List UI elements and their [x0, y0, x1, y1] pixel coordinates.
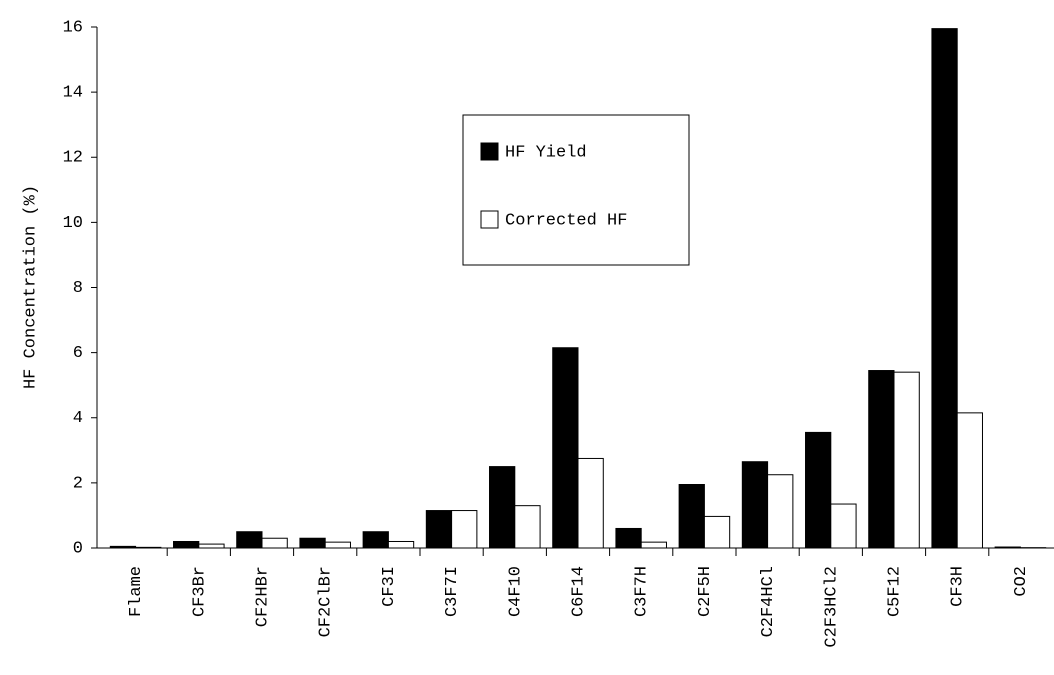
x-tick-label: CF2HBr	[253, 566, 272, 627]
x-tick-label: CF3I	[380, 566, 399, 607]
y-tick-label: 12	[63, 149, 83, 168]
bar	[109, 545, 137, 549]
legend-box	[462, 114, 690, 266]
x-tick-label: C2F3HCl2	[822, 566, 841, 648]
x-tick-label: C2F5H	[696, 566, 715, 617]
legend-label: HF Yield	[505, 143, 587, 162]
bar	[868, 370, 895, 549]
x-tick-label: CF3Br	[190, 566, 209, 617]
x-tick-label: Flame	[127, 566, 146, 617]
bar	[324, 541, 351, 549]
y-tick-label: 10	[63, 214, 83, 233]
bar	[135, 546, 162, 549]
bar	[173, 540, 200, 549]
y-axis-label: HF Concentration (%)	[21, 185, 40, 389]
x-tick-label: C3F7I	[443, 566, 462, 617]
bar	[451, 510, 478, 549]
bar	[261, 537, 288, 549]
bar	[514, 505, 541, 549]
bar	[956, 412, 983, 549]
legend-label: Corrected HF	[505, 211, 627, 230]
bar	[741, 461, 769, 549]
y-tick-label: 14	[63, 84, 83, 103]
y-tick-label: 4	[73, 409, 83, 428]
bar	[893, 371, 920, 549]
x-tick-label: CF3H	[949, 566, 968, 607]
bar	[640, 541, 667, 549]
bar	[994, 546, 1021, 549]
bar	[489, 466, 516, 549]
bar	[425, 510, 453, 549]
y-tick-label: 8	[73, 279, 83, 298]
bar	[299, 537, 326, 549]
x-tick-label: CF2ClBr	[317, 566, 336, 637]
legend-swatch	[480, 210, 499, 229]
y-tick-label: 16	[63, 18, 83, 37]
x-tick-label: C3F7H	[633, 566, 652, 617]
bar	[703, 515, 731, 549]
bar	[387, 540, 415, 549]
bar	[236, 531, 263, 549]
legend-swatch	[480, 142, 499, 161]
bar	[767, 474, 794, 549]
bar	[931, 28, 958, 549]
x-tick-label: C6F14	[569, 566, 588, 617]
x-tick-label: C2F4HCl	[759, 566, 778, 637]
bar	[362, 531, 389, 549]
x-tick-label: CO2	[1012, 566, 1031, 597]
bar	[830, 503, 857, 549]
x-tick-label: C5F12	[885, 566, 904, 617]
bar	[805, 431, 832, 549]
y-tick-label: 0	[73, 539, 83, 558]
bar	[615, 527, 642, 549]
bar	[577, 457, 604, 549]
y-tick-label: 6	[73, 344, 83, 363]
y-tick-label: 2	[73, 474, 83, 493]
bar	[198, 543, 225, 549]
bar	[678, 484, 705, 549]
bar	[552, 347, 579, 549]
x-tick-label: C4F10	[506, 566, 525, 617]
